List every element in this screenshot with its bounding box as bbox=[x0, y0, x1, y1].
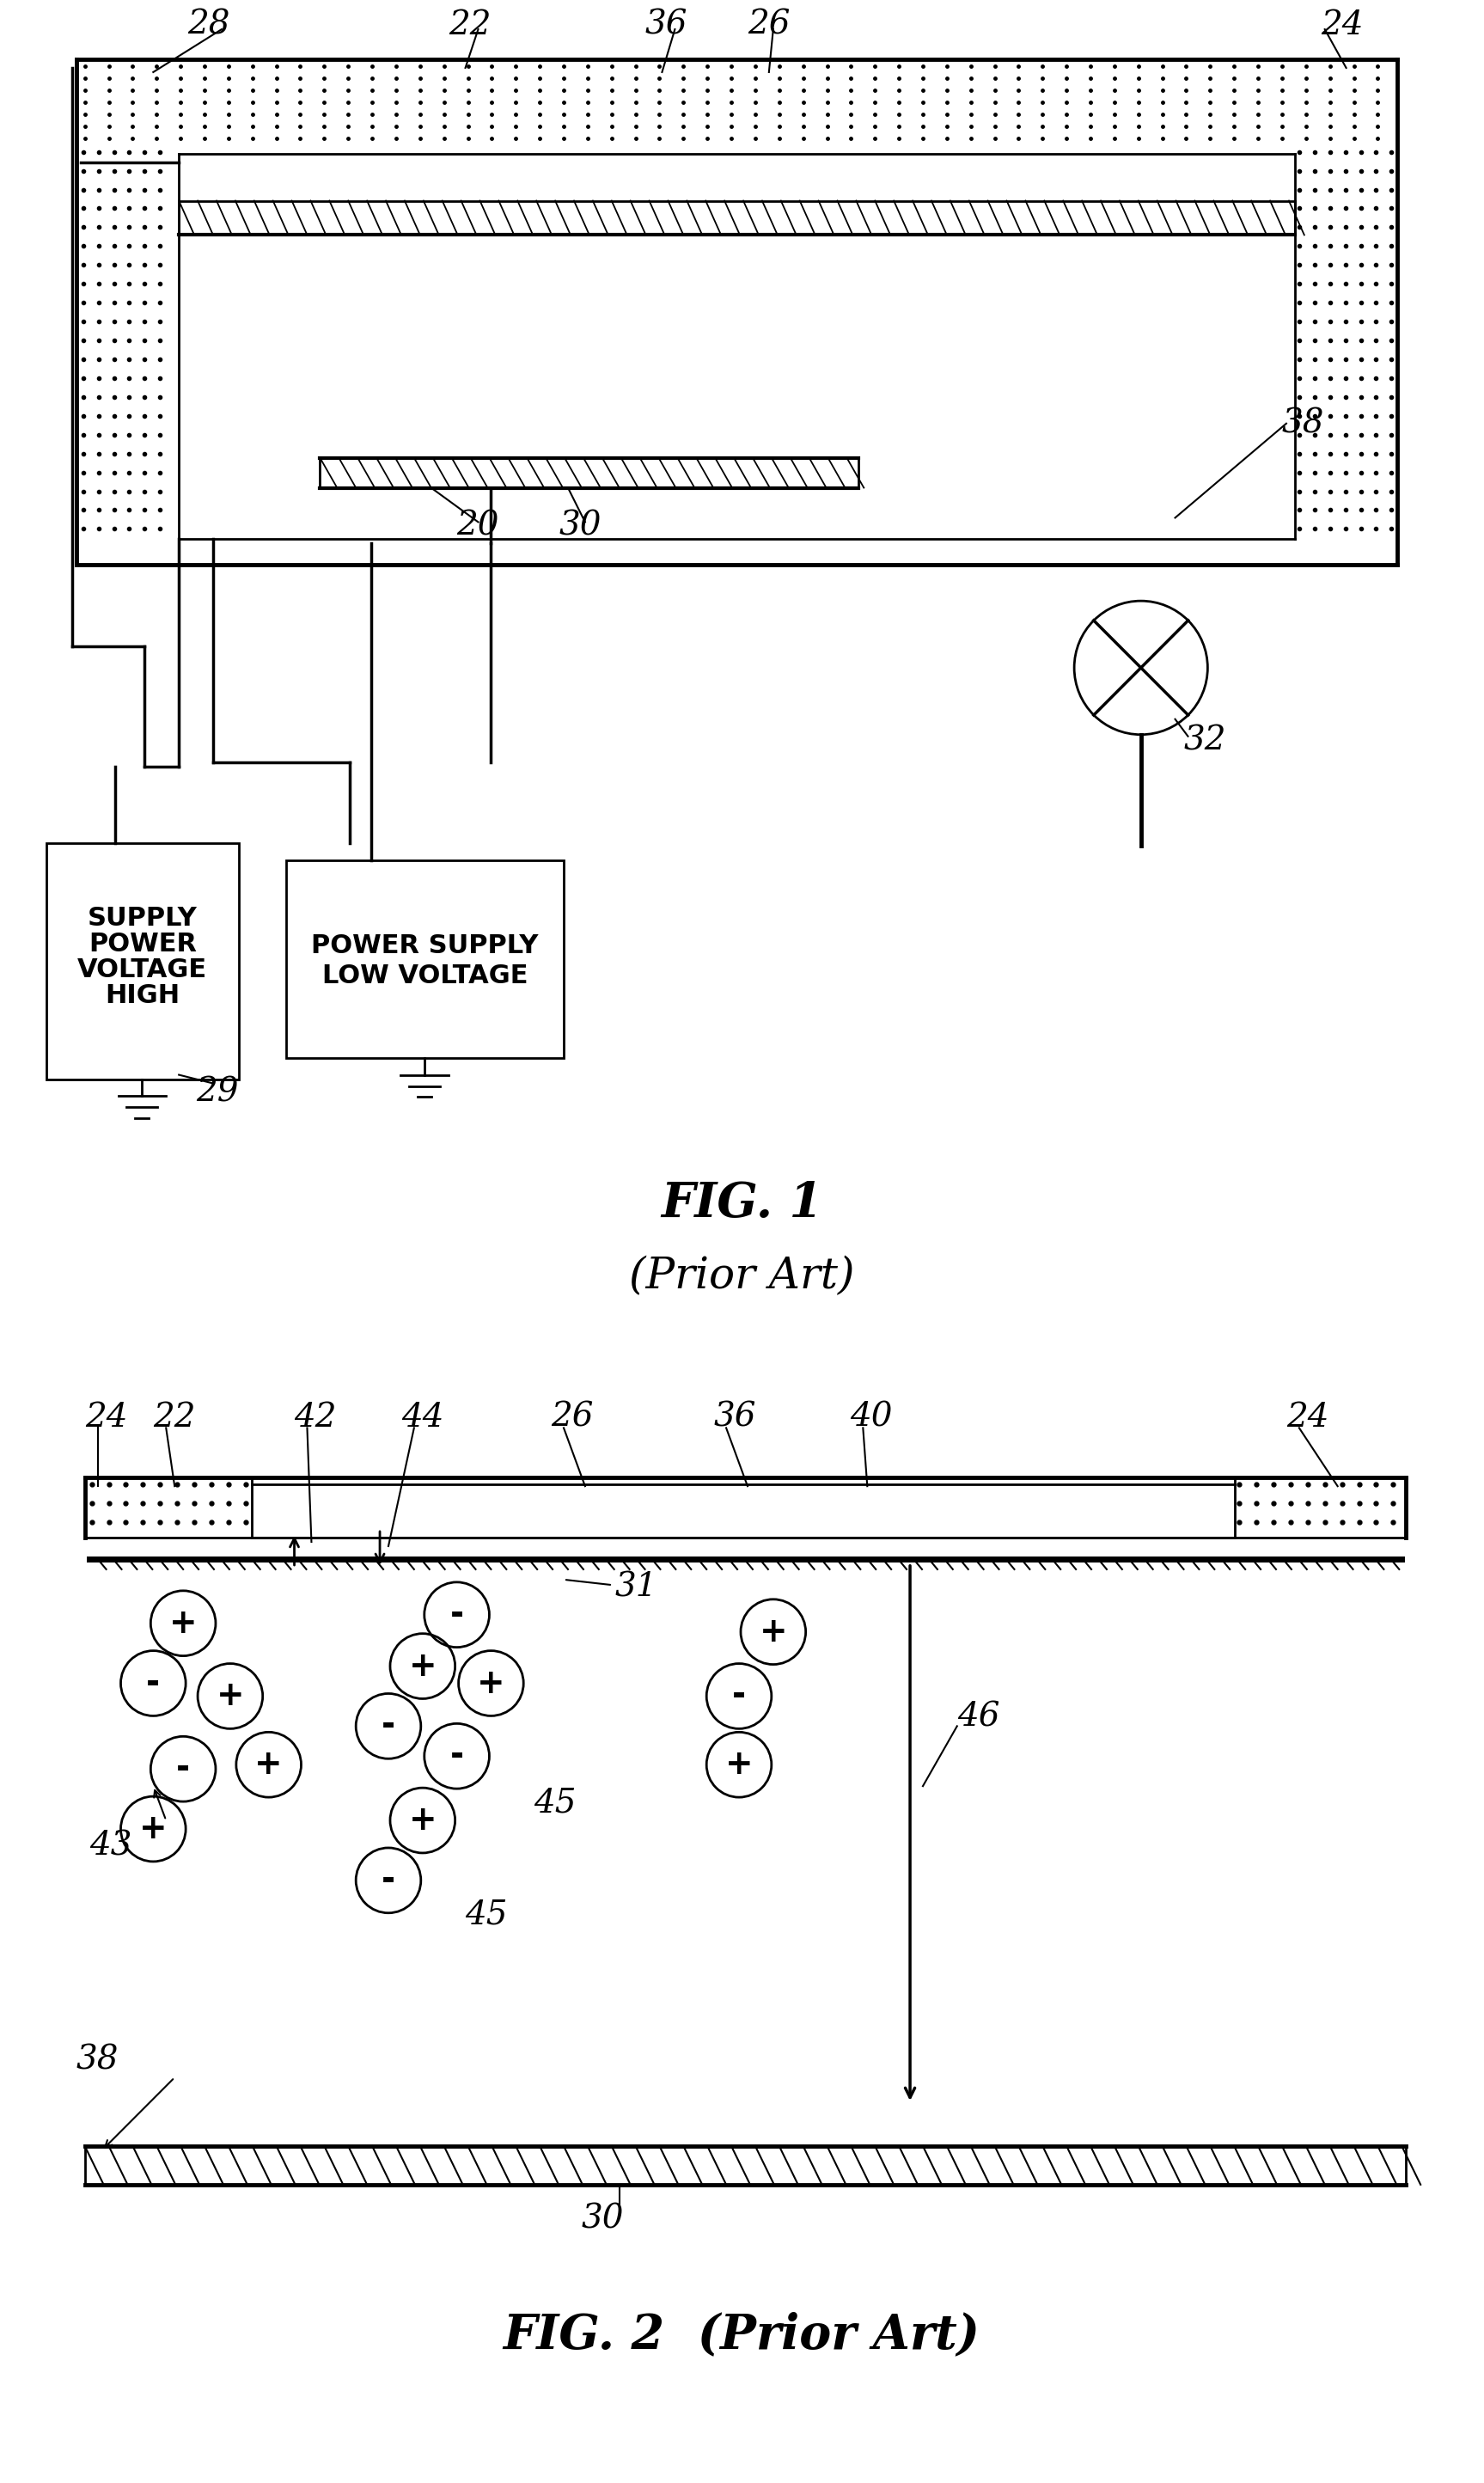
Text: 30: 30 bbox=[559, 511, 603, 541]
Text: 43: 43 bbox=[89, 1830, 132, 1862]
Text: 29: 29 bbox=[196, 1075, 239, 1107]
Text: POWER: POWER bbox=[89, 931, 197, 956]
Text: 31: 31 bbox=[565, 1572, 657, 1604]
Text: 45: 45 bbox=[534, 1788, 576, 1820]
Text: 44: 44 bbox=[401, 1403, 444, 1433]
Text: +: + bbox=[408, 1805, 436, 1837]
Text: +: + bbox=[476, 1666, 505, 1698]
Text: 20: 20 bbox=[457, 511, 499, 541]
Text: 38: 38 bbox=[1282, 407, 1325, 439]
Bar bbox=[286, 862, 564, 1058]
Text: 36: 36 bbox=[714, 1403, 755, 1433]
Text: +: + bbox=[217, 1681, 245, 1713]
Text: -: - bbox=[450, 1599, 463, 1631]
Text: SUPPLY: SUPPLY bbox=[88, 906, 197, 931]
Text: LOW VOLTAGE: LOW VOLTAGE bbox=[322, 963, 528, 988]
Text: 28: 28 bbox=[187, 10, 230, 40]
Text: +: + bbox=[408, 1649, 436, 1683]
Text: 24: 24 bbox=[1287, 1403, 1328, 1433]
Text: 24: 24 bbox=[85, 1403, 128, 1433]
Text: FIG. 1: FIG. 1 bbox=[660, 1179, 822, 1227]
Text: 45: 45 bbox=[466, 1899, 508, 1932]
Text: +: + bbox=[139, 1813, 168, 1845]
Text: VOLTAGE: VOLTAGE bbox=[77, 958, 208, 983]
Text: -: - bbox=[732, 1681, 746, 1713]
Text: +: + bbox=[760, 1616, 787, 1649]
Text: 40: 40 bbox=[850, 1403, 893, 1433]
Text: 24: 24 bbox=[1321, 10, 1362, 40]
Text: (Prior Art): (Prior Art) bbox=[629, 1254, 855, 1299]
Text: +: + bbox=[255, 1748, 282, 1780]
Text: FIG. 2  (Prior Art): FIG. 2 (Prior Art) bbox=[503, 2312, 979, 2359]
Text: 30: 30 bbox=[580, 2202, 623, 2235]
Text: 46: 46 bbox=[957, 1701, 1000, 1733]
Text: 42: 42 bbox=[294, 1403, 337, 1433]
Text: 26: 26 bbox=[551, 1403, 594, 1433]
Text: 22: 22 bbox=[448, 10, 491, 40]
Text: -: - bbox=[381, 1711, 395, 1743]
Text: 38: 38 bbox=[76, 2044, 119, 2076]
Text: HIGH: HIGH bbox=[105, 983, 180, 1008]
Text: +: + bbox=[169, 1607, 197, 1639]
Text: -: - bbox=[147, 1666, 160, 1698]
Text: +: + bbox=[726, 1748, 752, 1780]
Text: 22: 22 bbox=[153, 1403, 196, 1433]
Bar bbox=[46, 844, 239, 1080]
Text: 26: 26 bbox=[748, 10, 789, 40]
Text: POWER SUPPLY: POWER SUPPLY bbox=[312, 934, 539, 958]
Text: 36: 36 bbox=[646, 10, 687, 40]
Text: -: - bbox=[381, 1865, 395, 1897]
Text: -: - bbox=[177, 1753, 190, 1785]
Text: -: - bbox=[450, 1741, 463, 1773]
Text: 32: 32 bbox=[1184, 725, 1226, 757]
